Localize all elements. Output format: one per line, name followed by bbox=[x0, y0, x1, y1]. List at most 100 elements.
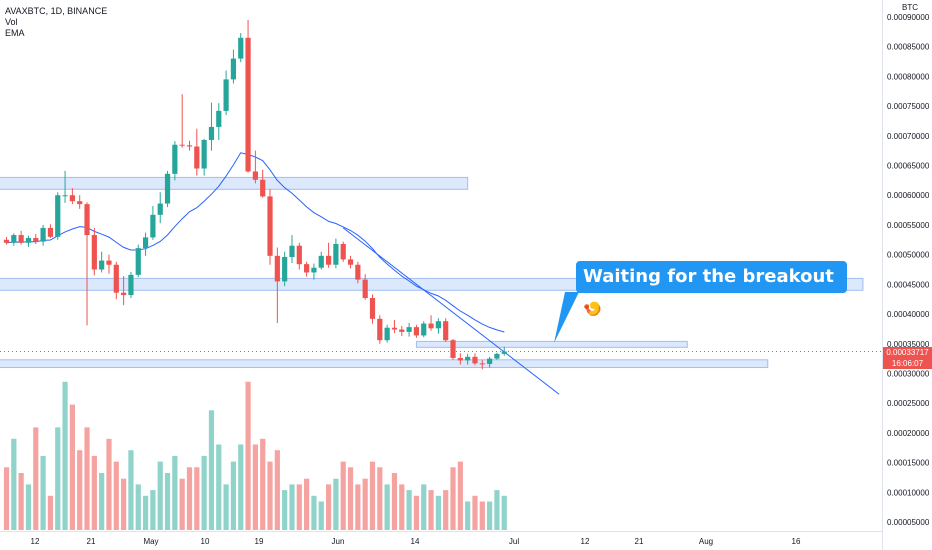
volume-bar bbox=[472, 495, 478, 530]
bar-countdown: 16:06:07 bbox=[891, 359, 924, 368]
volume-bar bbox=[47, 495, 54, 530]
volume-bar bbox=[494, 490, 500, 530]
volume-bar bbox=[128, 450, 134, 530]
candle-body bbox=[384, 327, 390, 341]
y-tick-label: 0.00050000 bbox=[887, 251, 930, 260]
candle-body bbox=[494, 353, 500, 359]
volume-bar bbox=[208, 410, 215, 530]
price-axis-unit: BTC bbox=[902, 3, 918, 12]
volume-bar bbox=[443, 490, 449, 530]
candle-body bbox=[457, 358, 463, 361]
x-tick-label: 19 bbox=[255, 537, 264, 546]
volume-bar bbox=[84, 427, 90, 530]
callout-pointer bbox=[554, 292, 579, 343]
volume-bar bbox=[435, 495, 441, 530]
breakout-callout[interactable]: Waiting for the breakout 🍤 bbox=[576, 261, 847, 318]
x-tick-label: 16 bbox=[792, 537, 801, 546]
volume-bar bbox=[282, 490, 288, 530]
volume-bar bbox=[245, 381, 251, 530]
candle-body bbox=[333, 243, 339, 265]
y-tick-label: 0.00025000 bbox=[887, 399, 930, 408]
volume-bar bbox=[142, 495, 149, 530]
volume-bar bbox=[99, 473, 105, 530]
zone-rect-3 bbox=[0, 359, 769, 369]
x-tick-label: Jul bbox=[509, 537, 519, 546]
y-tick-label: 0.00055000 bbox=[887, 221, 930, 230]
volume-bar bbox=[121, 478, 127, 530]
volume-bar bbox=[311, 495, 317, 530]
last-price-tag: 0.00033717 16:06:07 bbox=[883, 347, 932, 369]
candle-body bbox=[304, 264, 310, 273]
volume-bar bbox=[362, 478, 368, 530]
volume-bar bbox=[201, 455, 207, 530]
volume-bar bbox=[33, 427, 39, 530]
volume-bar bbox=[501, 495, 507, 530]
x-tick-label: 21 bbox=[87, 537, 96, 546]
volume-bar bbox=[179, 478, 185, 530]
candle-body bbox=[230, 58, 237, 80]
candle-body bbox=[11, 235, 17, 243]
volume-bar bbox=[406, 490, 412, 530]
volume-bar bbox=[369, 461, 376, 530]
volume-bar bbox=[194, 467, 200, 530]
volume-bar bbox=[304, 478, 310, 530]
ema-indicator-label[interactable]: EMA bbox=[5, 28, 25, 38]
volume-bar bbox=[421, 484, 427, 530]
x-tick-label: 21 bbox=[635, 537, 644, 546]
volume-bar bbox=[413, 495, 420, 530]
candle-body bbox=[296, 245, 302, 265]
volume-bar bbox=[465, 501, 471, 530]
x-tick-label: Jun bbox=[332, 537, 345, 546]
candle-body bbox=[99, 260, 105, 270]
candle-body bbox=[106, 260, 112, 265]
y-tick-label: 0.00030000 bbox=[887, 369, 930, 378]
volume-bar bbox=[355, 484, 361, 530]
candle-body bbox=[84, 204, 90, 236]
candle-body bbox=[40, 227, 46, 242]
candle-body bbox=[245, 37, 251, 172]
y-tick-label: 0.00020000 bbox=[887, 429, 930, 438]
candle-body bbox=[274, 255, 280, 282]
volume-bar bbox=[216, 444, 222, 530]
candle-body bbox=[172, 144, 178, 174]
candle-body bbox=[121, 292, 127, 296]
candle-body bbox=[164, 173, 171, 204]
candle-body bbox=[362, 279, 368, 299]
x-tick-label: 12 bbox=[31, 537, 40, 546]
volume-bar bbox=[3, 467, 10, 530]
candle-body bbox=[369, 298, 376, 319]
candle-body bbox=[33, 238, 39, 242]
y-tick-label: 0.00090000 bbox=[887, 13, 930, 22]
x-tick-label: 12 bbox=[581, 537, 590, 546]
volume-bar bbox=[296, 484, 302, 530]
candle-body bbox=[113, 264, 119, 293]
volume-bar bbox=[289, 484, 295, 530]
candle-body bbox=[260, 179, 266, 197]
volume-bar bbox=[399, 484, 405, 530]
candle-body bbox=[406, 327, 412, 332]
volume-bar bbox=[391, 473, 398, 530]
volume-indicator-label[interactable]: Vol bbox=[5, 17, 18, 27]
candle-body bbox=[91, 235, 97, 270]
volume-bar bbox=[164, 473, 171, 530]
volume-bar bbox=[25, 484, 32, 530]
y-tick-label: 0.00060000 bbox=[887, 191, 930, 200]
zone-rect-1 bbox=[0, 277, 864, 291]
candle-body bbox=[25, 238, 32, 243]
candle-body bbox=[194, 146, 200, 169]
volume-bar bbox=[172, 455, 178, 530]
candle-body bbox=[77, 201, 83, 205]
symbol-label: AVAXBTC, 1D, BINANCE bbox=[5, 6, 108, 16]
candle-body bbox=[318, 255, 324, 268]
candle-body bbox=[47, 227, 54, 237]
candle-body bbox=[479, 363, 485, 365]
candle-body bbox=[435, 321, 441, 329]
candle-body bbox=[150, 214, 156, 238]
volume-bar bbox=[384, 484, 390, 530]
candle-body bbox=[238, 37, 244, 59]
volume-bar bbox=[325, 484, 332, 530]
last-price-value: 0.00033717 bbox=[886, 348, 929, 357]
candle-body bbox=[421, 323, 427, 336]
candle-body bbox=[289, 245, 295, 258]
